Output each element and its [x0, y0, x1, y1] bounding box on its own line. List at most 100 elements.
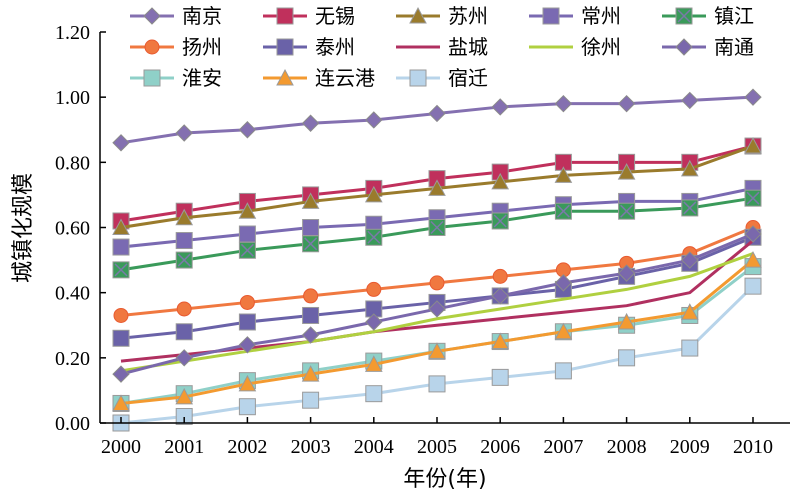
x-ticks: 2000 2001 2002 2003 2004 2005 2006 2007 2008 2009…	[101, 417, 773, 458]
series-9	[112, 225, 762, 383]
data-point	[554, 362, 572, 380]
data-point	[617, 264, 636, 282]
data-point	[365, 111, 383, 129]
legend-marker	[143, 69, 161, 87]
legend-item: 盐城	[396, 35, 488, 59]
data-point	[301, 114, 320, 132]
legend-label: 常州	[581, 4, 621, 28]
data-point	[744, 189, 762, 207]
data-point	[365, 385, 383, 403]
data-point	[112, 134, 130, 152]
legend-label: 泰州	[315, 35, 355, 59]
data-point	[302, 235, 320, 253]
legend-item: 连云港	[263, 66, 375, 90]
legend-label: 无锡	[315, 4, 355, 28]
legend-marker	[409, 69, 427, 87]
data-point	[175, 208, 194, 226]
series-2	[112, 136, 762, 235]
x-tick-label: 2009	[670, 436, 710, 458]
y-tick-label: 0.80	[55, 152, 90, 174]
data-point	[238, 225, 256, 243]
data-point	[302, 306, 320, 324]
data-point	[618, 349, 636, 367]
data-point	[175, 251, 193, 269]
data-point	[175, 232, 193, 250]
data-point	[364, 355, 383, 372]
data-point	[554, 322, 573, 340]
series-11	[112, 251, 762, 411]
data-point	[491, 172, 510, 190]
data-point	[680, 159, 699, 177]
data-point	[112, 238, 130, 256]
legend-marker	[143, 7, 161, 25]
legend-label: 南通	[714, 35, 754, 59]
data-point	[175, 387, 194, 405]
legend-item: 南京	[130, 4, 222, 28]
data-point	[365, 228, 383, 246]
legend-marker	[409, 6, 427, 24]
data-point	[238, 313, 256, 331]
y-tick-label: 0.60	[55, 218, 90, 240]
data-point	[428, 219, 446, 236]
data-point	[554, 274, 573, 292]
x-tick-label: 2005	[417, 436, 457, 458]
data-point	[744, 277, 762, 295]
data-point	[238, 202, 257, 219]
legend-marker	[276, 38, 294, 56]
data-point	[175, 349, 193, 367]
data-point	[238, 374, 257, 392]
data-point	[428, 375, 446, 393]
data-point	[617, 163, 636, 180]
x-tick-label: 2004	[354, 436, 394, 458]
data-point	[302, 219, 320, 236]
y-tick-label: 1.20	[55, 22, 90, 44]
legend-marker	[675, 7, 693, 25]
legend-label: 盐城	[448, 35, 488, 59]
y-tick-label: 1.00	[55, 87, 90, 109]
legend-item: 扬州	[130, 35, 222, 59]
data-point	[112, 218, 130, 235]
legend-marker	[675, 38, 693, 56]
data-point	[365, 313, 383, 331]
data-point	[681, 251, 699, 269]
data-point	[112, 394, 130, 411]
data-point	[492, 268, 508, 284]
series-4	[112, 189, 762, 279]
data-point	[491, 368, 509, 386]
data-point	[366, 281, 382, 297]
data-point	[301, 365, 320, 382]
data-point	[491, 332, 510, 350]
data-point	[744, 251, 762, 268]
data-point	[681, 339, 699, 357]
x-tick-label: 2002	[227, 436, 267, 458]
x-tick-label: 2007	[543, 436, 583, 458]
data-point	[491, 287, 509, 305]
legend-item: 常州	[529, 4, 621, 28]
legend-marker	[144, 39, 160, 55]
data-point	[429, 275, 445, 291]
series-line	[120, 252, 754, 373]
x-tick-label: 2006	[480, 436, 520, 458]
legend-label: 南京	[182, 4, 222, 28]
data-point	[239, 294, 255, 310]
data-point	[301, 192, 320, 209]
data-point	[681, 91, 699, 110]
legend-item: 南通	[662, 35, 754, 59]
legend-item: 宿迁	[396, 66, 488, 90]
legend-label: 宿迁	[448, 66, 488, 90]
legend-marker	[276, 7, 294, 25]
y-tick-label: 0.20	[55, 348, 90, 370]
x-tick-label: 2000	[101, 436, 141, 458]
data-point	[364, 185, 383, 203]
series-0	[112, 88, 762, 152]
legend-item: 淮安	[130, 66, 222, 90]
axes: 0.000.200.400.600.801.001.20 2000 2001 200…	[55, 22, 790, 458]
data-point	[175, 407, 193, 425]
legend-item: 无锡	[263, 4, 355, 28]
x-tick-label: 2001	[164, 436, 204, 458]
data-point	[175, 124, 193, 142]
legend-label: 连云港	[315, 66, 375, 90]
x-axis-title: 年份(年)	[403, 467, 486, 492]
